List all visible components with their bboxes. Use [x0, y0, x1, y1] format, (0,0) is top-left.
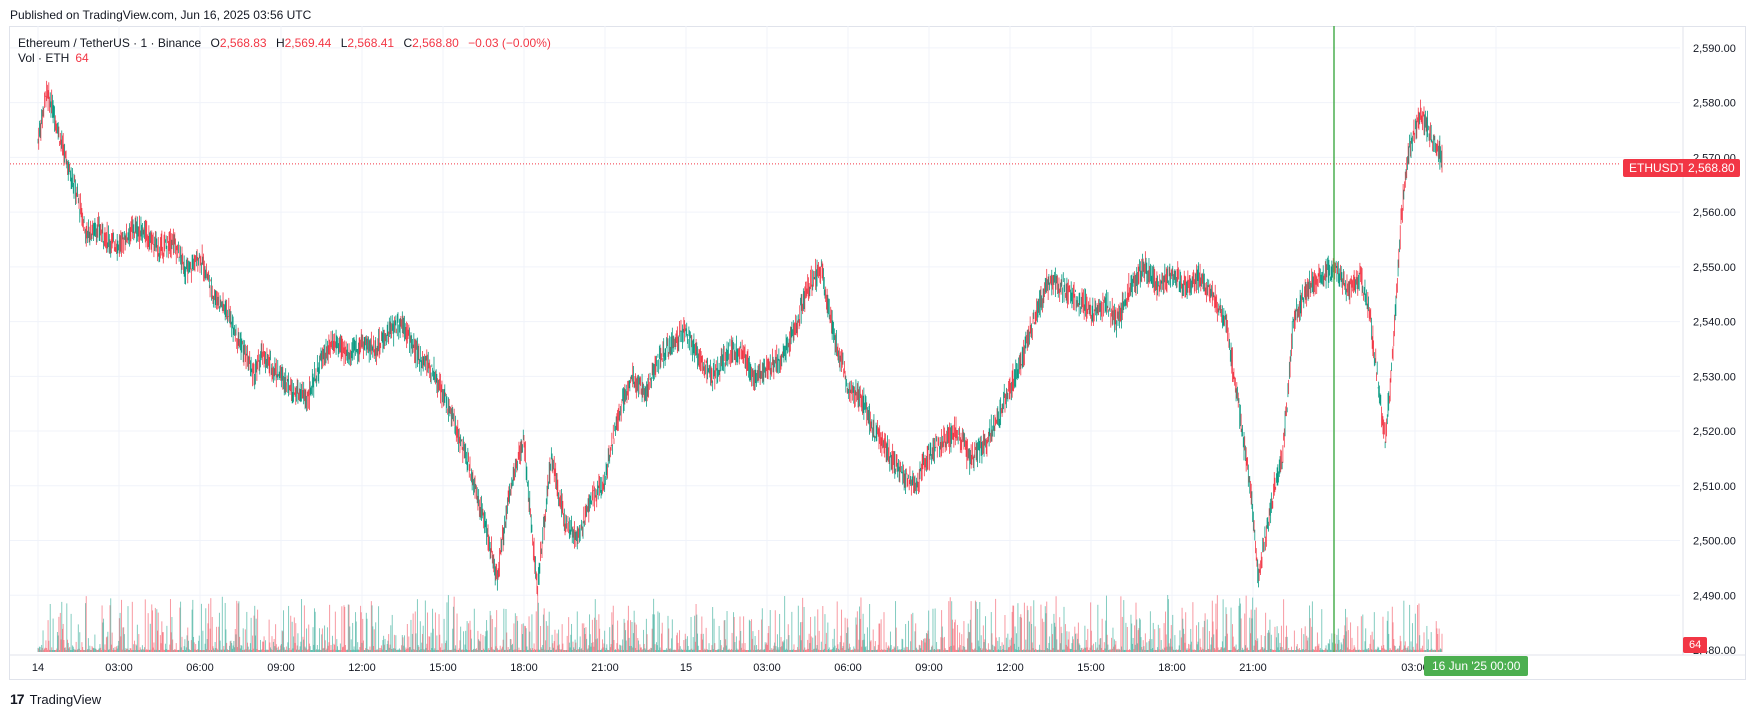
x-tick-label: 03:00 [753, 662, 781, 674]
x-tick-label: 14 [32, 662, 44, 674]
volume-legend: Vol · ETH 64 [18, 51, 89, 65]
tradingview-logo-icon: 17 [10, 691, 25, 707]
y-tick-label: 2,490.00 [1693, 590, 1736, 602]
published-text: Published on TradingView.com, Jun 16, 20… [10, 8, 312, 22]
x-tick-label: 09:00 [267, 662, 295, 674]
y-tick-label: 2,540.00 [1693, 317, 1736, 329]
volume-tag: 64 [1683, 637, 1708, 653]
high-label: H [275, 36, 285, 50]
x-tick-label: 03:00 [1401, 662, 1429, 674]
x-tick-label: 21:00 [1239, 662, 1267, 674]
x-tick-label: 12:00 [996, 662, 1024, 674]
high-value: 2,569.44 [284, 36, 332, 50]
x-tick-label: 15:00 [429, 662, 457, 674]
tradingview-brand[interactable]: 17 TradingView [10, 691, 101, 707]
symbol-price-tag: ETHUSDT [1623, 159, 1692, 177]
x-tick-label: 15 [680, 662, 692, 674]
crosshair-date-tag: 16 Jun '25 00:00 [1424, 656, 1529, 676]
y-tick-label: 2,500.00 [1693, 536, 1736, 548]
x-tick-label: 18:00 [510, 662, 538, 674]
x-tick-label: 18:00 [1158, 662, 1186, 674]
last-price-tag: 2,568.80 [1683, 159, 1740, 177]
y-tick-label: 2,560.00 [1693, 207, 1736, 219]
y-tick-label: 2,520.00 [1693, 426, 1736, 438]
x-tick-label: 15:00 [1077, 662, 1105, 674]
low-value: 2,568.41 [347, 36, 395, 50]
brand-name: TradingView [29, 691, 102, 707]
x-tick-label: 21:00 [591, 662, 619, 674]
low-label: L [340, 36, 348, 50]
x-tick-label: 06:00 [186, 662, 214, 674]
x-tick-label: 06:00 [834, 662, 862, 674]
ohlc-legend: Ethereum / TetherUS · 1 · Binance O2,568… [18, 35, 551, 52]
open-value: 2,568.83 [219, 36, 267, 50]
y-tick-label: 2,530.00 [1693, 371, 1736, 383]
x-tick-label: 03:00 [105, 662, 133, 674]
x-tick-label: 12:00 [348, 662, 376, 674]
y-tick-label: 2,550.00 [1693, 262, 1736, 274]
change-value: −0.03 (−0.00%) [468, 36, 551, 50]
close-value: 2,568.80 [412, 36, 459, 50]
y-tick-label: 2,580.00 [1693, 98, 1736, 110]
open-label: O [210, 36, 220, 50]
y-tick-label: 2,590.00 [1693, 43, 1736, 55]
volume-value: 64 [75, 51, 89, 65]
chart-frame[interactable] [9, 26, 1746, 680]
y-tick-label: 2,510.00 [1693, 481, 1736, 493]
x-tick-label: 09:00 [915, 662, 943, 674]
close-label: C [403, 36, 413, 50]
symbol-title[interactable]: Ethereum / TetherUS · 1 · Binance [18, 36, 202, 50]
volume-label: Vol · ETH [18, 51, 70, 65]
